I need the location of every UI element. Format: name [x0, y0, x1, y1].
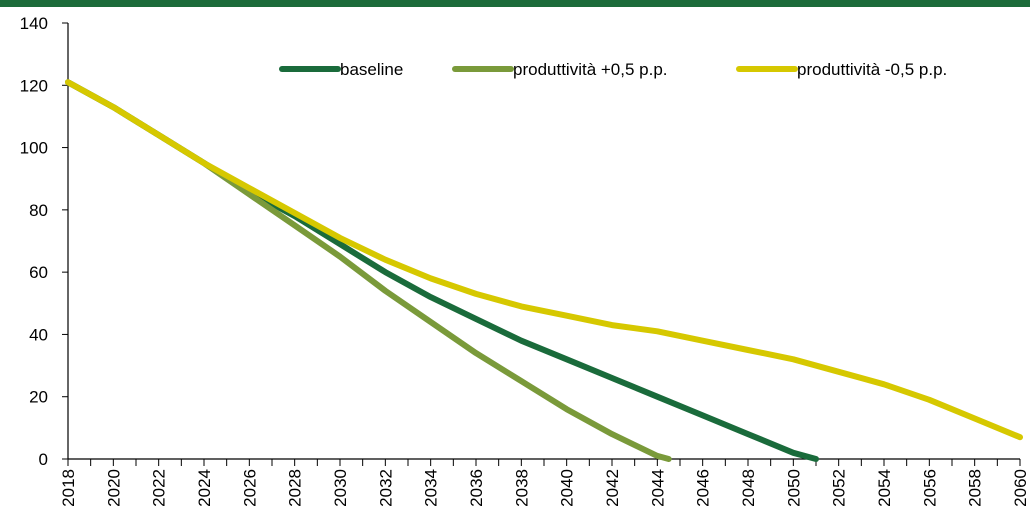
x-tick-label: 2038 — [512, 469, 531, 507]
header-bar — [0, 0, 1030, 7]
x-tick-label: 2030 — [331, 469, 350, 507]
y-tick-label: 100 — [20, 139, 48, 158]
x-tick-label: 2046 — [694, 469, 713, 507]
y-tick-label: 60 — [29, 263, 48, 282]
legend-label-1: baseline — [340, 60, 403, 79]
x-tick-label: 2026 — [240, 469, 259, 507]
y-tick-label: 40 — [29, 325, 48, 344]
y-tick-label: 120 — [20, 76, 48, 95]
x-tick-label: 2042 — [603, 469, 622, 507]
x-tick-label: 2032 — [376, 469, 395, 507]
series-line-1 — [65, 79, 819, 462]
x-tick-label: 2052 — [830, 469, 849, 507]
x-tick-label: 2018 — [59, 469, 78, 507]
y-tick-label: 0 — [39, 450, 48, 469]
x-tick-label: 2048 — [739, 469, 758, 507]
series-line-3 — [65, 79, 1023, 441]
x-tick-label: 2034 — [422, 469, 441, 507]
y-tick-label: 140 — [20, 14, 48, 33]
x-tick-label: 2060 — [1011, 469, 1030, 507]
x-tick-label: 2058 — [966, 469, 985, 507]
x-tick-label: 2036 — [467, 469, 486, 507]
legend-label-3: produttività -0,5 p.p. — [797, 60, 947, 79]
series-line-2 — [65, 79, 672, 462]
x-tick-label: 2022 — [150, 469, 169, 507]
x-tick-label: 2054 — [875, 469, 894, 507]
x-tick-label: 2024 — [195, 469, 214, 507]
y-tick-label: 80 — [29, 201, 48, 220]
x-tick-label: 2044 — [648, 469, 667, 507]
x-tick-label: 2056 — [920, 469, 939, 507]
x-tick-label: 2040 — [558, 469, 577, 507]
legend-label-2: produttività +0,5 p.p. — [513, 60, 668, 79]
x-tick-label: 2020 — [104, 469, 123, 507]
y-tick-label: 20 — [29, 388, 48, 407]
x-tick-label: 2028 — [286, 469, 305, 507]
x-tick-label: 2050 — [784, 469, 803, 507]
